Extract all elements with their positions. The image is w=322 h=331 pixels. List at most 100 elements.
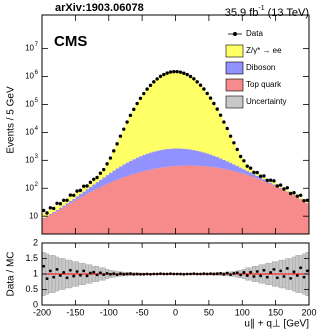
histogram-bar <box>172 166 176 234</box>
ratio-plot-area <box>42 252 309 296</box>
ratio-point <box>155 272 159 276</box>
ratio-point <box>265 275 269 279</box>
histogram-bar <box>288 193 293 234</box>
data-point <box>115 142 119 146</box>
data-point <box>228 134 233 138</box>
data-point <box>192 77 196 81</box>
histogram-bar <box>142 154 146 172</box>
histogram-bar <box>242 169 246 174</box>
histogram-bar <box>65 205 69 234</box>
histogram-bar <box>305 201 309 203</box>
ratio-point <box>229 273 232 277</box>
histogram-bar <box>268 182 273 184</box>
ratio-point <box>299 266 303 270</box>
histogram-bar <box>152 168 156 234</box>
data-point <box>78 188 83 193</box>
histogram-bar <box>92 180 96 185</box>
data-point <box>178 70 183 74</box>
ratio-point <box>195 272 199 276</box>
histogram-bar <box>278 188 283 234</box>
histogram-bar <box>265 182 270 234</box>
data-point <box>285 186 290 190</box>
legend-swatch <box>225 44 244 58</box>
histogram-bar <box>222 159 226 169</box>
x-tick-label: 0 <box>173 307 178 317</box>
ratio-point <box>105 271 109 275</box>
data-point <box>188 74 193 79</box>
ratio-point <box>225 271 229 275</box>
ratio-point <box>242 271 246 274</box>
data-point <box>72 193 76 197</box>
histogram-bar <box>268 183 273 234</box>
data-point <box>135 101 139 106</box>
histogram-bar <box>158 76 163 151</box>
histogram-bar <box>118 166 123 179</box>
y-tick-label: 10 <box>25 44 34 53</box>
histogram-bar <box>72 198 76 202</box>
histogram-bar <box>82 195 86 234</box>
histogram-bar <box>215 167 220 234</box>
data-point <box>298 193 303 197</box>
histogram-bar <box>245 165 250 171</box>
histogram-bar <box>102 185 106 234</box>
histogram-bar <box>102 169 106 178</box>
data-point <box>75 189 79 193</box>
histogram-bar <box>258 179 263 234</box>
data-point <box>182 71 186 75</box>
y-tick-exponent: 6 <box>35 70 39 76</box>
ratio-point <box>145 272 149 276</box>
histogram-bar <box>138 171 143 234</box>
histogram-bar <box>165 166 170 234</box>
histogram-bar <box>92 190 96 234</box>
histogram-bar <box>55 205 59 210</box>
ratio-point <box>282 275 286 278</box>
histogram-bar <box>148 152 153 170</box>
ratio-point <box>252 275 256 278</box>
legend-label: Top quark <box>246 80 282 89</box>
ratio-point <box>285 267 289 270</box>
ratio-y-tick-label: 0.5 <box>25 284 38 294</box>
histogram-bar <box>152 81 156 152</box>
data-point <box>252 170 256 175</box>
histogram-bar <box>125 175 130 234</box>
histogram-bar <box>228 135 233 163</box>
data-point <box>118 134 123 138</box>
histogram-bar <box>122 177 126 234</box>
histogram-bar <box>245 170 250 175</box>
lumi-suffix: (13 TeV) <box>268 7 309 19</box>
histogram-bar <box>108 172 113 183</box>
ratio-point <box>109 272 112 276</box>
histogram-bar <box>272 185 276 234</box>
data-point <box>215 107 219 111</box>
histogram-bar <box>205 166 210 234</box>
ratio-point <box>55 267 59 271</box>
histogram-bar <box>215 109 220 158</box>
ratio-point <box>152 272 156 276</box>
data-point <box>162 72 166 77</box>
histogram-bar <box>282 190 286 234</box>
histogram-bar <box>122 164 126 178</box>
histogram-bar <box>302 201 306 234</box>
histogram-bar <box>48 213 53 216</box>
histogram-bar <box>105 164 110 176</box>
histogram-bar <box>78 194 83 198</box>
x-tick-label: -50 <box>136 307 149 317</box>
histogram-bar <box>142 93 146 155</box>
data-point <box>92 177 96 182</box>
histogram-bar <box>115 143 120 169</box>
histogram-bar <box>298 199 303 234</box>
histogram-bar <box>205 153 210 167</box>
main-plot-area <box>42 69 309 234</box>
histogram-bar <box>85 189 90 194</box>
data-point <box>145 87 149 91</box>
histogram-bar <box>72 201 76 234</box>
ratio-point <box>289 276 293 280</box>
histogram-bar <box>235 149 240 166</box>
histogram-bar <box>68 201 73 204</box>
histogram-bar <box>248 172 253 176</box>
histogram-bar <box>52 211 56 213</box>
histogram-bar <box>208 154 213 167</box>
data-point <box>58 201 63 206</box>
histogram-bar <box>165 149 170 167</box>
